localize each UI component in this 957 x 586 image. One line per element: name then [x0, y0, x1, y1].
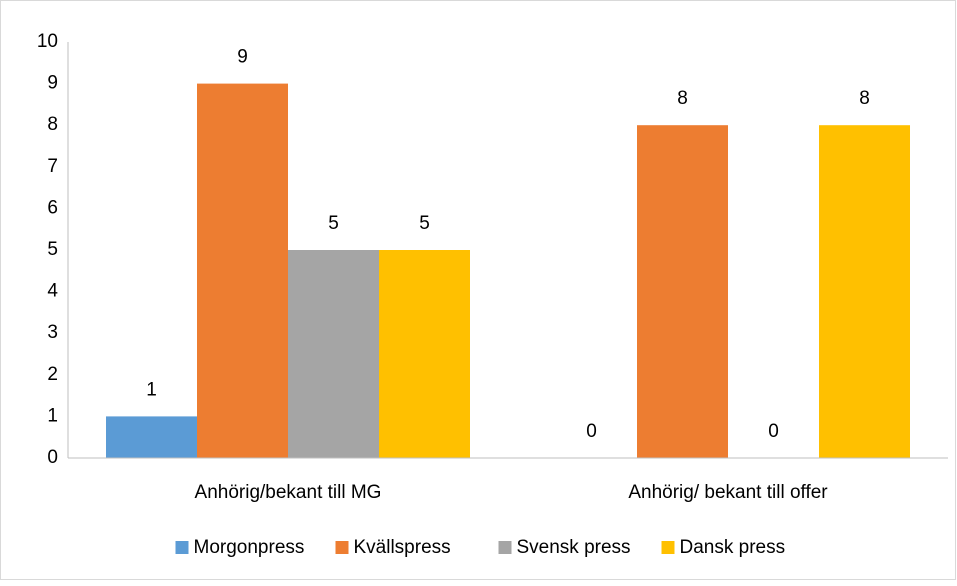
- data-label: 1: [146, 379, 157, 400]
- data-label: 9: [237, 47, 248, 68]
- data-label: 5: [419, 213, 430, 234]
- legend-swatch: [661, 541, 675, 554]
- y-tick-label: 7: [47, 156, 58, 177]
- data-label: 8: [677, 88, 688, 109]
- data-label: 0: [586, 421, 597, 442]
- y-tick-label: 1: [47, 405, 58, 426]
- data-label: 8: [859, 88, 870, 109]
- legend-swatch: [498, 541, 512, 554]
- y-tick-label: 2: [47, 364, 58, 385]
- bar: [379, 250, 470, 458]
- y-tick-label: 8: [47, 114, 58, 135]
- y-tick-label: 3: [47, 322, 58, 343]
- y-tick-label: 5: [47, 239, 58, 260]
- x-tick-label: Anhörig/ bekant till offer: [628, 482, 828, 503]
- legend-label: Dansk press: [680, 537, 786, 558]
- bar: [197, 83, 288, 458]
- legend-label: Svensk press: [517, 537, 631, 558]
- data-label: 5: [328, 213, 339, 234]
- y-tick-label: 9: [47, 73, 58, 94]
- data-label: 0: [768, 421, 779, 442]
- bar: [288, 250, 379, 458]
- legend-label: Kvällspress: [354, 537, 451, 558]
- bar: [819, 125, 910, 458]
- bar: [637, 125, 728, 458]
- y-tick-label: 10: [37, 31, 58, 52]
- legend-label: Morgonpress: [194, 537, 305, 558]
- legend-swatch: [335, 541, 349, 554]
- bar: [106, 416, 197, 458]
- legend-swatch: [175, 541, 189, 554]
- y-tick-label: 4: [47, 281, 58, 302]
- y-tick-label: 6: [47, 197, 58, 218]
- x-tick-label: Anhörig/bekant till MG: [195, 482, 382, 503]
- y-tick-label: 0: [47, 447, 58, 468]
